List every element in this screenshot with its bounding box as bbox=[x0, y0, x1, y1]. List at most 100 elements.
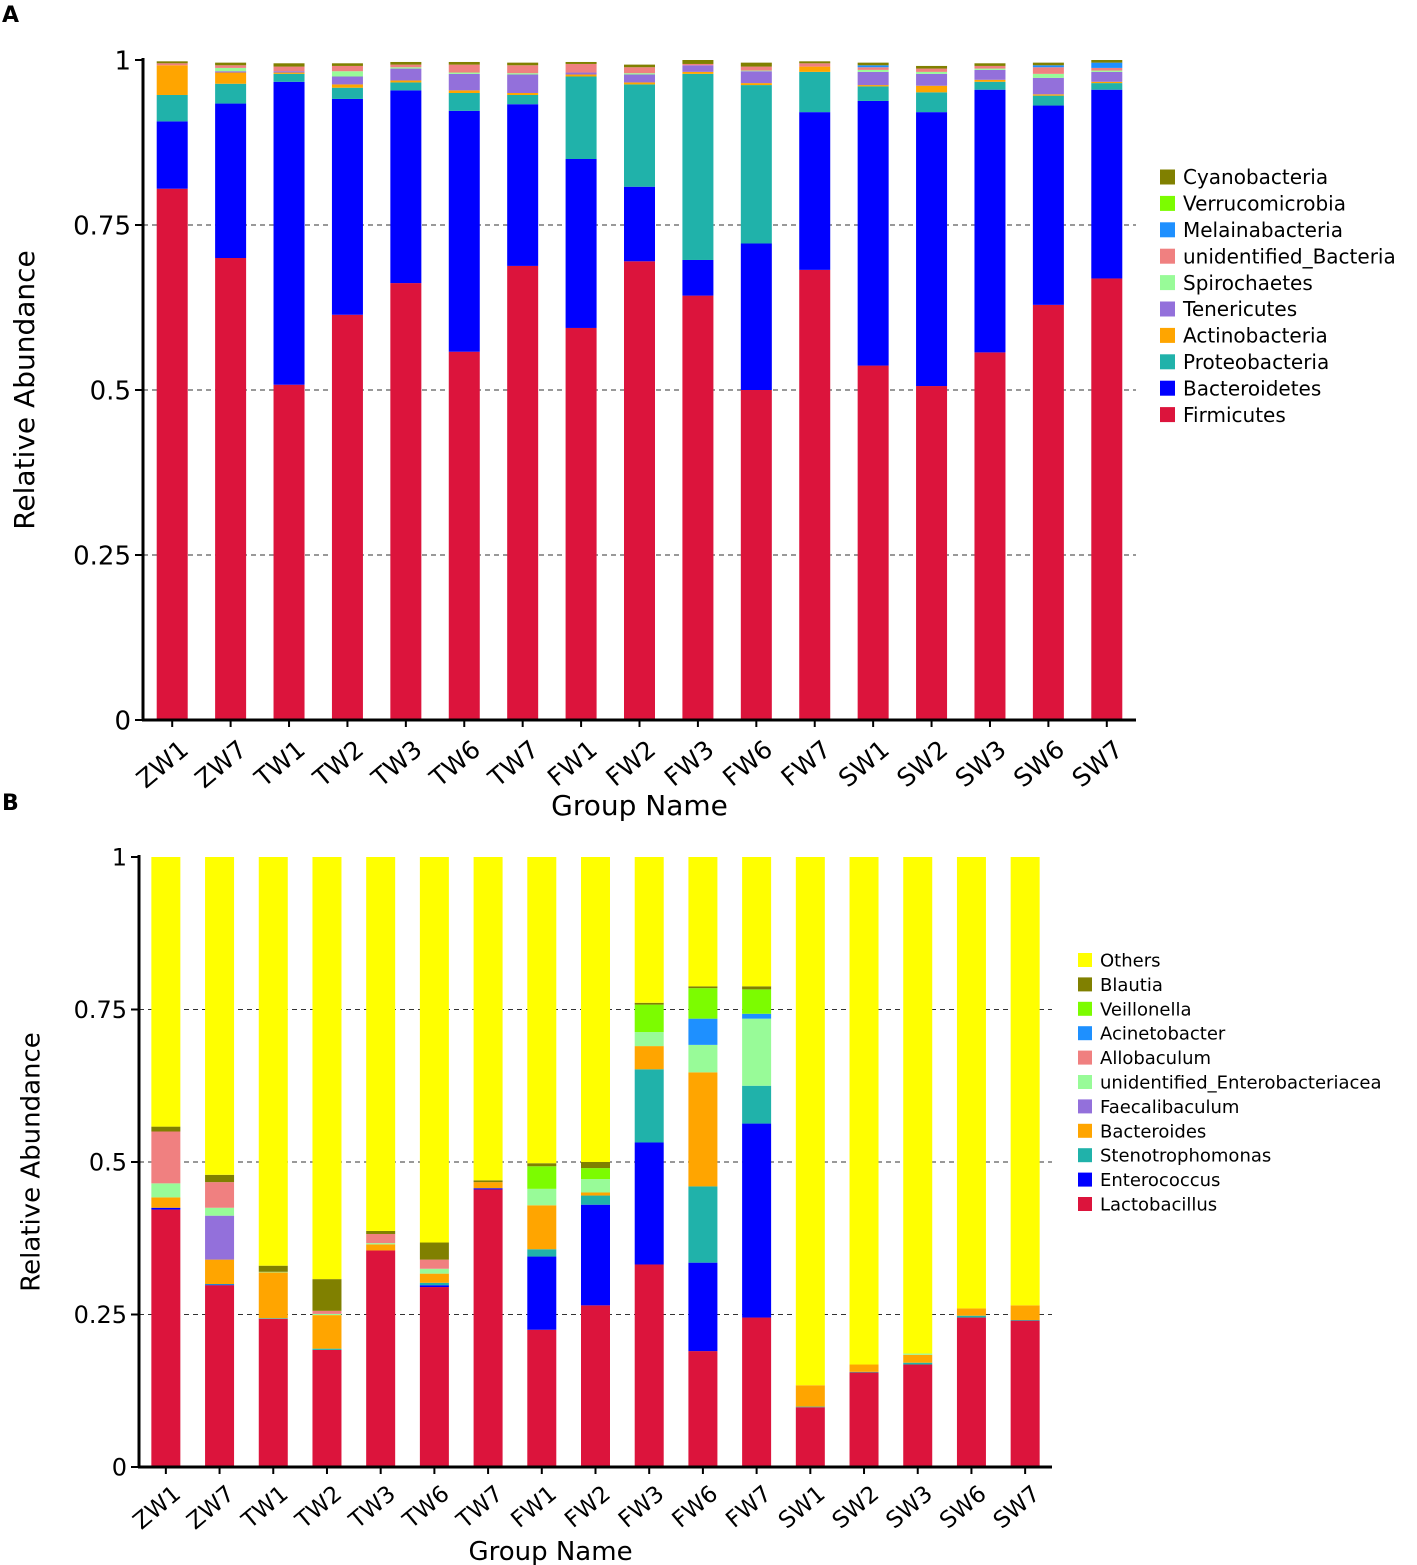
bar-segment-b-FW2-Lactobacillus bbox=[581, 1305, 610, 1467]
bar-segment-a-FW3-unidentified_Bacteria bbox=[682, 63, 714, 66]
bar-segment-a-ZW7-Proteobacteria bbox=[215, 83, 247, 104]
bar-segment-a-TW7-Cyanobacteria bbox=[507, 62, 539, 66]
bar-segment-a-SW1-Spirochaetes bbox=[857, 69, 889, 72]
bar-segment-a-TW2-Cyanobacteria bbox=[331, 63, 363, 66]
bar-segment-b-FW1-Veillonella bbox=[527, 1166, 557, 1189]
bar-segment-b-FW3-Bacteroides bbox=[634, 1046, 664, 1070]
legend-label-a-unidentified_Bacteria: unidentified_Bacteria bbox=[1183, 244, 1396, 268]
bar-segment-a-SW2-Firmicutes bbox=[916, 386, 948, 720]
bar-segment-b-TW7-Others bbox=[473, 857, 503, 1181]
bar-segment-a-FW2-Actinobacteria bbox=[624, 82, 655, 85]
bar-segment-b-TW6-Others bbox=[419, 857, 449, 1243]
bar-segment-b-SW6-Bacteroides bbox=[956, 1308, 986, 1316]
bar-segment-a-SW2-Spirochaetes bbox=[916, 71, 948, 74]
bar-segment-b-ZW1-Allobaculum bbox=[151, 1131, 181, 1184]
bar-segment-a-ZW1-Actinobacteria bbox=[156, 65, 188, 95]
panel-a-label: A bbox=[2, 3, 19, 28]
x-tick-label-b-SW2: SW2 bbox=[828, 1481, 885, 1534]
bar-segment-b-FW6-unidentified_Enterobacteriaceae bbox=[688, 1044, 718, 1073]
bar-segment-a-ZW1-unidentified_Bacteria bbox=[156, 63, 188, 66]
x-tick-label-b-TW3: TW3 bbox=[344, 1481, 401, 1535]
bar-segment-a-TW2-unidentified_Bacteria bbox=[331, 65, 363, 72]
bar-segment-b-FW2-Stenotrophomonas bbox=[581, 1195, 610, 1205]
bar-segment-a-FW2-Firmicutes bbox=[624, 261, 655, 720]
bar-segment-b-FW7-Stenotrophomonas bbox=[742, 1085, 772, 1124]
bar-segment-a-SW6-Cyanobacteria bbox=[1032, 62, 1064, 66]
bar-segment-b-FW6-Stenotrophomonas bbox=[688, 1186, 718, 1263]
legend-swatch-a-Firmicutes bbox=[1160, 407, 1175, 423]
bar-segment-b-SW1-Lactobacillus bbox=[795, 1407, 825, 1467]
bar-segment-b-SW2-Lactobacillus bbox=[849, 1372, 879, 1467]
bar-segment-a-FW3-Proteobacteria bbox=[682, 73, 714, 260]
x-tick-label-a-SW1: SW1 bbox=[833, 734, 895, 793]
bar-segment-b-TW6-Enterococcus bbox=[419, 1285, 449, 1288]
bar-segment-b-FW6-Bacteroides bbox=[688, 1072, 718, 1187]
bar-segment-a-TW6-Proteobacteria bbox=[448, 93, 480, 111]
bar-segment-b-SW3-unidentified_Enterobacteriaceae bbox=[903, 1353, 933, 1355]
bar-segment-b-FW2-Blautia bbox=[581, 1162, 610, 1169]
bar-segment-a-TW3-Actinobacteria bbox=[390, 80, 422, 83]
bar-segment-a-FW2-unidentified_Bacteria bbox=[624, 67, 655, 74]
bar-segment-a-FW6-Tenericutes bbox=[740, 71, 772, 84]
y-tick-label-a-1: 0.25 bbox=[73, 541, 131, 571]
bar-segment-b-FW7-unidentified_Enterobacteriaceae bbox=[742, 1018, 772, 1086]
bar-segment-b-SW2-Others bbox=[849, 857, 879, 1365]
bar-segment-a-TW6-Spirochaetes bbox=[448, 72, 480, 74]
bar-segment-a-ZW1-Proteobacteria bbox=[156, 94, 188, 122]
bar-segment-a-ZW7-Cyanobacteria bbox=[215, 62, 247, 66]
x-tick-label-a-SW7: SW7 bbox=[1067, 734, 1129, 793]
x-tick-label-b-ZW1: ZW1 bbox=[129, 1481, 186, 1535]
bar-segment-a-SW7-Tenericutes bbox=[1091, 71, 1123, 82]
bar-segment-b-FW7-Lactobacillus bbox=[742, 1317, 772, 1467]
bar-segment-a-ZW1-Firmicutes bbox=[156, 188, 188, 720]
chart-a: 0 0.25 0.5 0.75 1 ZW1ZW7TW1TW2TW3TW6TW7FW1FW2… bbox=[8, 46, 1396, 822]
x-tick-label-b-SW1: SW1 bbox=[774, 1481, 831, 1534]
bar-segment-a-SW7-unidentified_Bacteria bbox=[1091, 67, 1123, 71]
legend-label-a-Spirochaetes: Spirochaetes bbox=[1183, 271, 1313, 295]
bar-segment-a-FW2-Spirochaetes bbox=[624, 73, 655, 75]
legend-label-b-unidentified_Enterobacteriaceae: unidentified_Enterobacteriacea bbox=[1100, 1072, 1381, 1093]
bar-segment-b-FW1-Enterococcus bbox=[527, 1256, 557, 1330]
x-tick-label-b-FW6: FW6 bbox=[668, 1481, 723, 1533]
bar-segment-b-ZW7-Faecalibaculum bbox=[205, 1215, 235, 1260]
bar-segment-a-FW2-Cyanobacteria bbox=[624, 64, 655, 68]
bar-segment-b-FW3-Others bbox=[634, 857, 664, 1003]
bar-segment-a-SW1-Melainabacteria bbox=[857, 65, 889, 68]
bar-segment-a-FW6-Cyanobacteria bbox=[740, 62, 772, 67]
bar-segment-b-TW7-Lactobacillus bbox=[473, 1189, 503, 1467]
legend-swatch-b-Others bbox=[1078, 953, 1092, 967]
legend-label-a-Proteobacteria: Proteobacteria bbox=[1183, 350, 1329, 374]
bar-segment-a-SW2-Bacteroidetes bbox=[916, 112, 948, 387]
bar-segment-a-TW7-Firmicutes bbox=[507, 265, 539, 720]
bar-segment-a-SW7-Proteobacteria bbox=[1091, 83, 1123, 90]
bar-segment-a-SW3-Proteobacteria bbox=[974, 81, 1006, 90]
bar-segment-a-SW6-Actinobacteria bbox=[1032, 94, 1064, 96]
bar-segment-a-FW1-Cyanobacteria bbox=[565, 61, 597, 64]
bar-segment-b-TW3-unidentified_Enterobacteriaceae bbox=[366, 1243, 396, 1245]
bar-segment-b-ZW7-Lactobacillus bbox=[205, 1285, 235, 1467]
bar-segment-b-TW2-Stenotrophomonas bbox=[312, 1348, 342, 1350]
bar-segment-a-SW3-unidentified_Bacteria bbox=[974, 65, 1006, 69]
chart-b: 0 0.25 0.5 0.75 1 ZW1ZW7TW1TW2TW3TW6TW7FW1FW2… bbox=[17, 844, 1382, 1565]
bar-segment-a-FW3-Cyanobacteria bbox=[682, 60, 714, 64]
bar-segment-b-TW3-Blautia bbox=[366, 1230, 396, 1234]
bar-segment-a-TW2-Actinobacteria bbox=[331, 84, 363, 88]
bar-segment-a-TW3-Tenericutes bbox=[390, 68, 422, 81]
legend-label-b-Veillonella: Veillonella bbox=[1100, 999, 1192, 1020]
bar-segment-a-FW7-Proteobacteria bbox=[799, 71, 831, 113]
bar-segment-b-TW3-Bacteroides bbox=[366, 1244, 396, 1251]
bar-segment-a-FW6-Proteobacteria bbox=[740, 85, 772, 244]
x-tick-label-a-TW3: TW3 bbox=[365, 734, 427, 793]
bar-segment-b-TW1-Bacteroides bbox=[258, 1272, 288, 1319]
bar-segment-b-TW7-Blautia bbox=[473, 1180, 503, 1183]
legend-swatch-a-Proteobacteria bbox=[1160, 354, 1175, 370]
legend-swatch-a-Melainabacteria bbox=[1160, 222, 1175, 238]
bar-segment-b-FW2-Veillonella bbox=[581, 1168, 610, 1180]
bar-segment-b-TW7-Enterococcus bbox=[473, 1188, 503, 1190]
bar-segment-b-ZW7-Others bbox=[205, 857, 235, 1175]
bar-segment-a-SW6-Melainabacteria bbox=[1032, 65, 1064, 68]
bar-segment-b-FW3-Blautia bbox=[634, 1002, 664, 1005]
legend-swatch-b-Blautia bbox=[1078, 977, 1092, 992]
bar-segment-a-FW2-Tenericutes bbox=[624, 74, 655, 83]
bar-segment-b-FW7-Acinetobacter bbox=[742, 1013, 772, 1019]
